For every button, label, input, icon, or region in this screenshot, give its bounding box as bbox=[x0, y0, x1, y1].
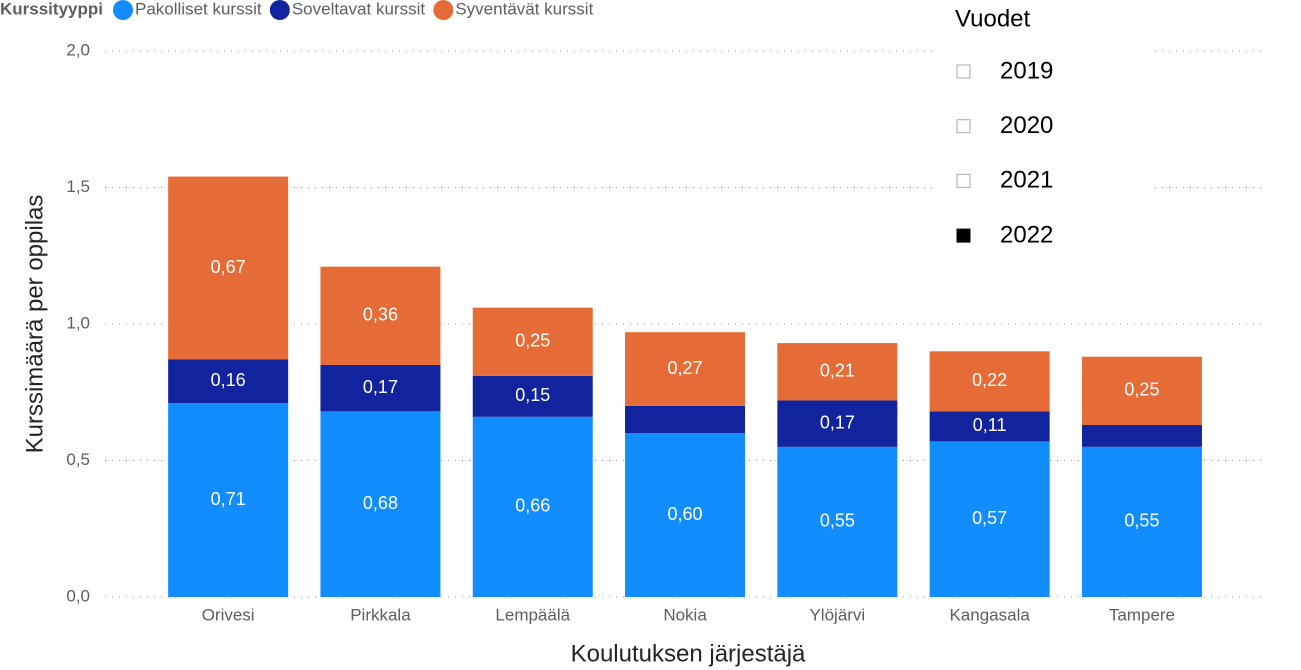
bar-segment bbox=[1081, 425, 1202, 447]
data-label: 0,21 bbox=[820, 361, 855, 381]
data-label: 0,60 bbox=[668, 504, 703, 524]
data-label: 0,55 bbox=[1124, 511, 1159, 531]
x-tick-label: Kangasala bbox=[949, 605, 1030, 624]
data-label: 0,16 bbox=[211, 370, 246, 390]
legend-marker bbox=[112, 0, 133, 20]
data-label: 0,17 bbox=[820, 412, 855, 432]
bar-segment bbox=[777, 343, 898, 401]
slicer-checkbox[interactable] bbox=[956, 173, 971, 188]
slicer-checkbox[interactable] bbox=[956, 119, 971, 134]
x-tick-label: Orivesi bbox=[202, 605, 255, 624]
slicer-checkbox[interactable] bbox=[956, 64, 971, 79]
bar-segment bbox=[168, 359, 289, 404]
bar-segment bbox=[472, 416, 593, 597]
x-tick-label: Ylöjärvi bbox=[809, 605, 865, 624]
bar-segment bbox=[320, 411, 441, 597]
bar-segment bbox=[320, 266, 441, 365]
slicer-item[interactable]: 2022 bbox=[1000, 221, 1053, 248]
bar-segment bbox=[472, 307, 593, 376]
bar-segment bbox=[1081, 356, 1202, 426]
x-tick-label: Tampere bbox=[1109, 605, 1175, 624]
data-label: 0,17 bbox=[363, 377, 398, 397]
y-tick-label: 1,0 bbox=[66, 313, 90, 332]
bar-segment bbox=[929, 441, 1050, 597]
slicer-item[interactable]: 2021 bbox=[1000, 167, 1053, 194]
data-label: 0,27 bbox=[668, 358, 703, 378]
data-label: 0,57 bbox=[972, 508, 1007, 528]
bar-segment bbox=[168, 403, 289, 597]
legend-label: Pakolliset kurssit bbox=[135, 0, 262, 18]
bar-segment bbox=[625, 405, 746, 434]
data-label: 0,68 bbox=[363, 493, 398, 513]
x-axis-title: Koulutuksen järjestäjä bbox=[571, 640, 806, 667]
bar-segment bbox=[929, 351, 1050, 412]
bar-segment bbox=[929, 411, 1050, 442]
data-label: 0,22 bbox=[972, 370, 1007, 390]
legend-label: Syventävät kurssit bbox=[455, 0, 593, 18]
data-label: 0,25 bbox=[1124, 380, 1159, 400]
bar-segment bbox=[777, 446, 898, 597]
data-label: 0,66 bbox=[515, 496, 550, 516]
data-label: 0,25 bbox=[515, 330, 550, 350]
data-label: 0,11 bbox=[973, 415, 1007, 435]
bar-segment bbox=[168, 176, 289, 360]
y-tick-label: 0,5 bbox=[66, 450, 90, 469]
slicer-item[interactable]: 2020 bbox=[1000, 112, 1053, 139]
y-tick-label: 0,0 bbox=[66, 586, 90, 605]
x-tick-label: Nokia bbox=[663, 605, 707, 624]
data-label: 0,15 bbox=[515, 385, 550, 405]
bar-segment bbox=[777, 400, 898, 447]
slicer-item[interactable]: 2019 bbox=[1000, 57, 1053, 84]
bar-segment bbox=[625, 332, 746, 406]
legend-title: Kurssityyppi bbox=[0, 0, 103, 18]
slicer-title: Vuodet bbox=[955, 5, 1031, 32]
y-axis-title: Kurssimäärä per oppilas bbox=[21, 195, 48, 454]
data-label: 0,71 bbox=[211, 489, 246, 509]
slicer-panel bbox=[935, 0, 1150, 262]
y-tick-label: 1,5 bbox=[66, 177, 90, 196]
x-tick-label: Lempäälä bbox=[495, 605, 570, 624]
data-label: 0,36 bbox=[363, 305, 398, 325]
bar-segment bbox=[472, 375, 593, 417]
y-tick-label: 2,0 bbox=[66, 40, 90, 59]
bar-segment bbox=[625, 433, 746, 597]
data-label: 0,67 bbox=[211, 257, 246, 277]
bar-segment bbox=[1081, 446, 1202, 597]
legend-marker bbox=[433, 0, 454, 20]
data-label: 0,55 bbox=[820, 511, 855, 531]
legend-marker bbox=[269, 0, 290, 20]
slicer-checkbox[interactable] bbox=[956, 228, 971, 243]
legend-label: Soveltavat kurssit bbox=[292, 0, 425, 18]
bar-segment bbox=[320, 364, 441, 412]
x-tick-label: Pirkkala bbox=[350, 605, 411, 624]
